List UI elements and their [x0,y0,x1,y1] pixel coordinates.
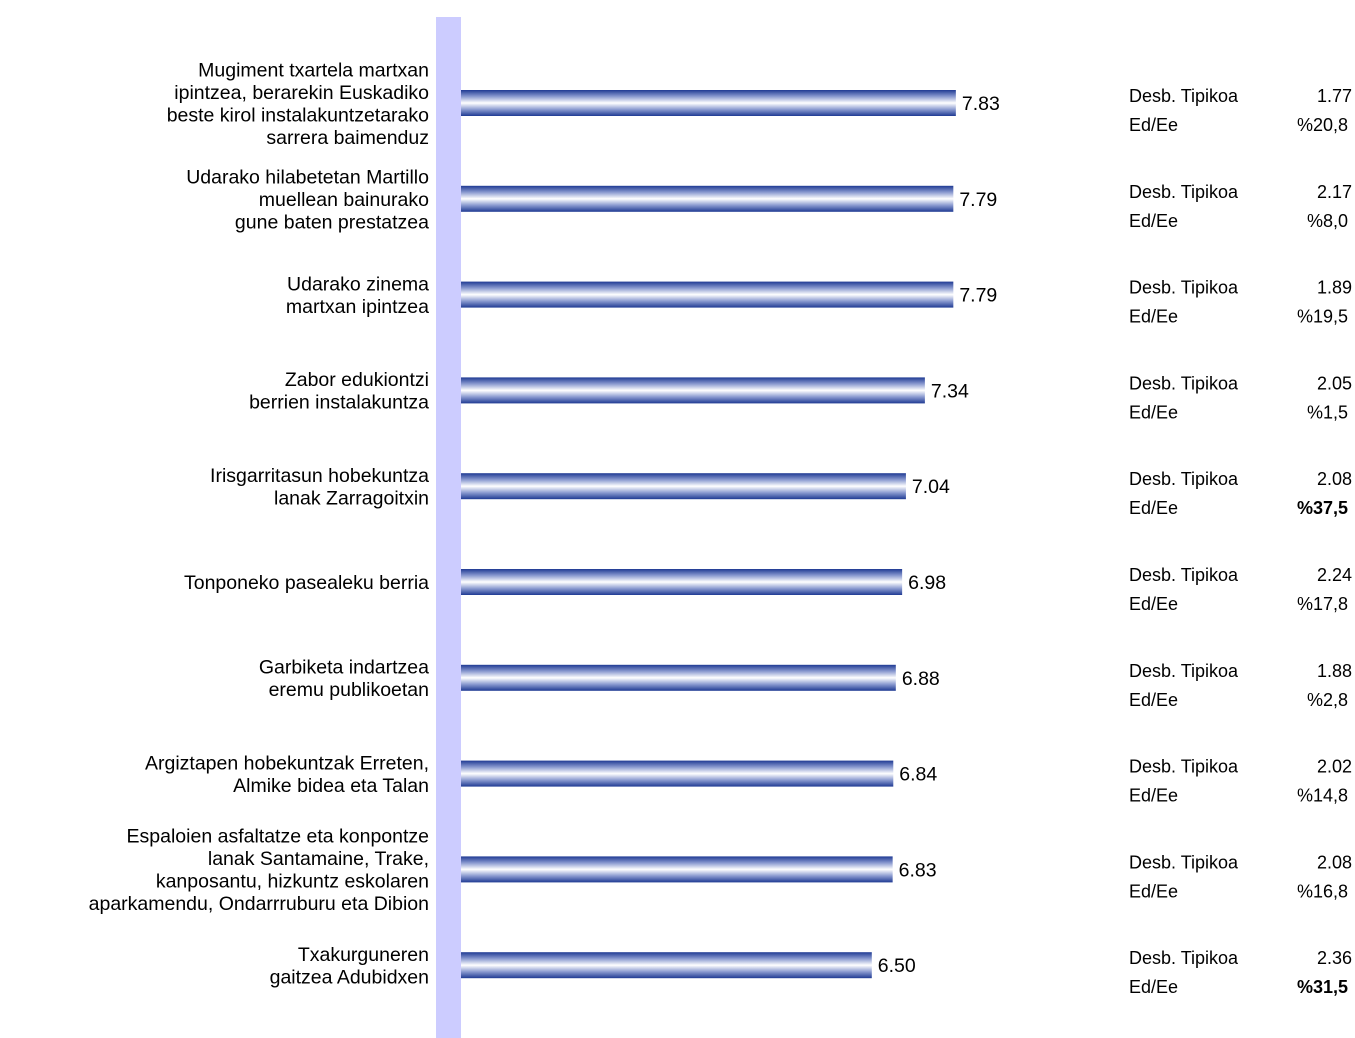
ed-ee-label: Ed/Ee [1129,498,1178,518]
category-label: Txakurguneren gaitzea Adubidxen [270,944,429,989]
desb-tipikoa-value: 1.77 [1317,86,1352,106]
category-label: Irisgarritasun hobekuntza lanak Zarragoit… [210,465,429,510]
ed-ee-value: %17,8 [1297,594,1348,614]
bar [461,185,954,212]
bar [461,90,956,116]
ed-ee-value: %1,5 [1307,402,1348,422]
bar-value-label: 6.84 [899,764,937,786]
desb-tipikoa-label: Desb. Tipikoa [1129,948,1239,968]
ed-ee-label: Ed/Ee [1129,211,1178,231]
ed-ee-label: Ed/Ee [1129,690,1178,710]
desb-tipikoa-label: Desb. Tipikoa [1129,182,1239,202]
bar [461,473,906,500]
axis-band [436,17,461,1038]
bar-value-label: 6.50 [878,955,916,977]
ed-ee-value: %37,5 [1297,498,1348,518]
desb-tipikoa-value: 1.88 [1317,661,1352,681]
bar-value-label: 7.83 [962,93,1000,115]
desb-tipikoa-value: 2.05 [1317,373,1352,393]
ed-ee-value: %16,8 [1297,881,1348,901]
desb-tipikoa-value: 1.89 [1317,278,1352,298]
ed-ee-label: Ed/Ee [1129,977,1178,997]
category-label: Udarako zinema martxan ipintzea [286,273,429,318]
ed-ee-value: %14,8 [1297,786,1348,806]
bar [461,856,893,883]
bar-value-label: 6.88 [902,668,940,690]
desb-tipikoa-label: Desb. Tipikoa [1129,373,1239,393]
desb-tipikoa-value: 2.17 [1317,182,1352,202]
bar-value-label: 6.83 [899,859,937,881]
desb-tipikoa-label: Desb. Tipikoa [1129,757,1239,777]
category-label: Espaloien asfaltatze eta konpontze lanak … [89,826,429,916]
desb-tipikoa-label: Desb. Tipikoa [1129,278,1239,298]
ed-ee-label: Ed/Ee [1129,115,1178,135]
category-label: Tonponeko pasealeku berria [184,572,429,594]
desb-tipikoa-value: 2.36 [1317,948,1352,968]
desb-tipikoa-label: Desb. Tipikoa [1129,86,1239,106]
bar-value-label: 7.34 [931,380,969,402]
ed-ee-label: Ed/Ee [1129,402,1178,422]
bar-value-label: 6.98 [908,572,946,594]
desb-tipikoa-value: 2.02 [1317,757,1352,777]
ed-ee-label: Ed/Ee [1129,307,1178,327]
desb-tipikoa-value: 2.08 [1317,469,1352,489]
bar-value-label: 7.04 [912,476,950,498]
category-label: Mugiment txartela martxan ipintzea, berar… [167,59,429,149]
bar [461,377,925,404]
category-label: Udarako hilabetetan Martillo muellean bai… [186,166,429,233]
ed-ee-label: Ed/Ee [1129,881,1178,901]
ed-ee-label: Ed/Ee [1129,594,1178,614]
bar [461,952,872,979]
ed-ee-value: %31,5 [1297,977,1348,997]
desb-tipikoa-label: Desb. Tipikoa [1129,852,1239,872]
ed-ee-label: Ed/Ee [1129,786,1178,806]
desb-tipikoa-value: 2.08 [1317,852,1352,872]
bar-value-label: 7.79 [959,285,997,307]
desb-tipikoa-value: 2.24 [1317,565,1352,585]
ed-ee-value: %20,8 [1297,115,1348,135]
bar [461,281,954,308]
ed-ee-value: %19,5 [1297,307,1348,327]
desb-tipikoa-label: Desb. Tipikoa [1129,565,1239,585]
bar-value-label: 7.79 [959,189,997,211]
category-label: Argiztapen hobekuntzak Erreten, Almike bi… [145,752,429,797]
category-label: Garbiketa indartzea eremu publikoetan [259,657,429,702]
bar [461,760,894,787]
ed-ee-value: %2,8 [1307,690,1348,710]
ed-ee-value: %8,0 [1307,211,1348,231]
desb-tipikoa-label: Desb. Tipikoa [1129,661,1239,681]
desb-tipikoa-label: Desb. Tipikoa [1129,469,1239,489]
bar [461,664,896,691]
bar [461,569,903,595]
category-label: Zabor edukiontzi berrien instalakuntza [249,369,429,414]
